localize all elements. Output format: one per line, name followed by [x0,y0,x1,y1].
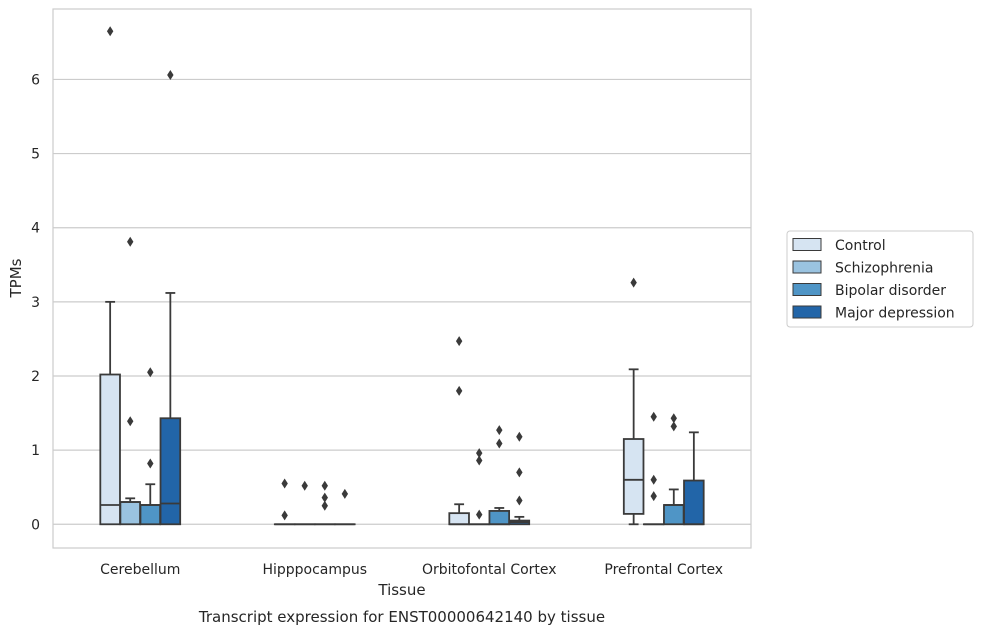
legend-swatch [792,260,822,274]
legend-label: Control [835,238,886,254]
box-major-depression [508,431,531,526]
y-tick-label: 5 [31,147,40,163]
y-tick-label: 1 [31,443,40,459]
outlier-point [496,438,503,449]
outlier-point [301,480,308,491]
outlier-point [281,510,288,521]
box-body [159,417,182,526]
y-tick-label: 0 [31,517,40,533]
y-tick-label: 2 [31,369,40,385]
outlier-point [455,336,463,347]
plot-frame [52,8,752,549]
box-body [622,438,645,515]
outlier-point [496,425,503,436]
box-body [139,504,162,526]
box-bipolar-disorder [488,425,511,526]
outlier-point [321,480,328,491]
outlier-point [476,448,483,459]
x-tick-label: Prefrontal Cortex [604,562,723,578]
y-tick-label: 4 [31,221,40,237]
legend: Control Schizophrenia Bipolar disorder Majo… [786,230,974,328]
plot-marks [99,26,705,526]
outlier-point [147,367,154,378]
box-bipolar-disorder [663,413,685,526]
box-major-depression [334,488,356,526]
box-control [622,277,645,526]
box-major-depression [683,431,705,526]
outlier-point [476,509,483,520]
gridlines [53,78,751,525]
box-body [119,501,141,526]
outlier-point [670,413,677,424]
y-tick-label: 3 [31,295,40,311]
outlier-point [670,421,677,432]
legend-swatch [792,305,822,319]
outlier-point [167,69,174,80]
box-control [273,478,296,526]
x-tick-label: Orbitofontal Cortex [422,562,557,578]
chart-caption: Transcript expression for ENST0000064214… [198,608,605,626]
box-body [99,373,121,526]
outlier-point [106,26,114,37]
box-schizophrenia [642,411,665,526]
box-bipolar-disorder [139,367,162,526]
box-schizophrenia [119,236,141,526]
outlier-point [127,236,134,247]
legend-swatch [792,238,822,251]
box-control [448,336,470,526]
box-bipolar-disorder [314,480,336,526]
box-schizophrenia [468,448,490,526]
outlier-point [650,491,657,502]
legend-label: Bipolar disorder [835,283,946,299]
box-control [99,26,121,526]
y-tick-label: 6 [31,72,40,88]
x-tick-label: Cerebellum [100,562,180,578]
box-body [488,510,511,526]
legend-label: Schizophrenia [835,261,933,277]
outlier-point [321,500,328,511]
outlier-point [127,416,134,427]
outlier-point [650,474,657,485]
y-tick-labels: 0 1 2 3 4 5 6 [31,72,40,533]
outlier-point [516,467,523,478]
legend-swatch [792,283,822,296]
outlier-point [147,458,154,469]
x-tick-label: Hipppocampus [262,562,367,578]
box-body [663,504,685,526]
outlier-point [321,492,328,503]
outlier-point [476,455,483,466]
box-body [683,479,705,526]
x-axis-label: Tissue [377,581,425,599]
x-tick-labels: Cerebellum Hipppocampus Orbitofontal Corte… [100,562,723,578]
outlier-point [630,277,637,288]
outlier-point [650,411,657,422]
y-axis-label: TPMs [7,258,25,298]
outlier-point [341,488,349,499]
box-major-depression [159,69,182,526]
legend-label: Major depression [835,306,955,322]
legend-frame [786,230,974,328]
box-body [448,512,470,526]
box-schizophrenia [293,480,316,526]
outlier-point [455,385,463,396]
outlier-point [281,478,288,489]
outlier-point [516,495,523,506]
outlier-point [516,431,523,442]
